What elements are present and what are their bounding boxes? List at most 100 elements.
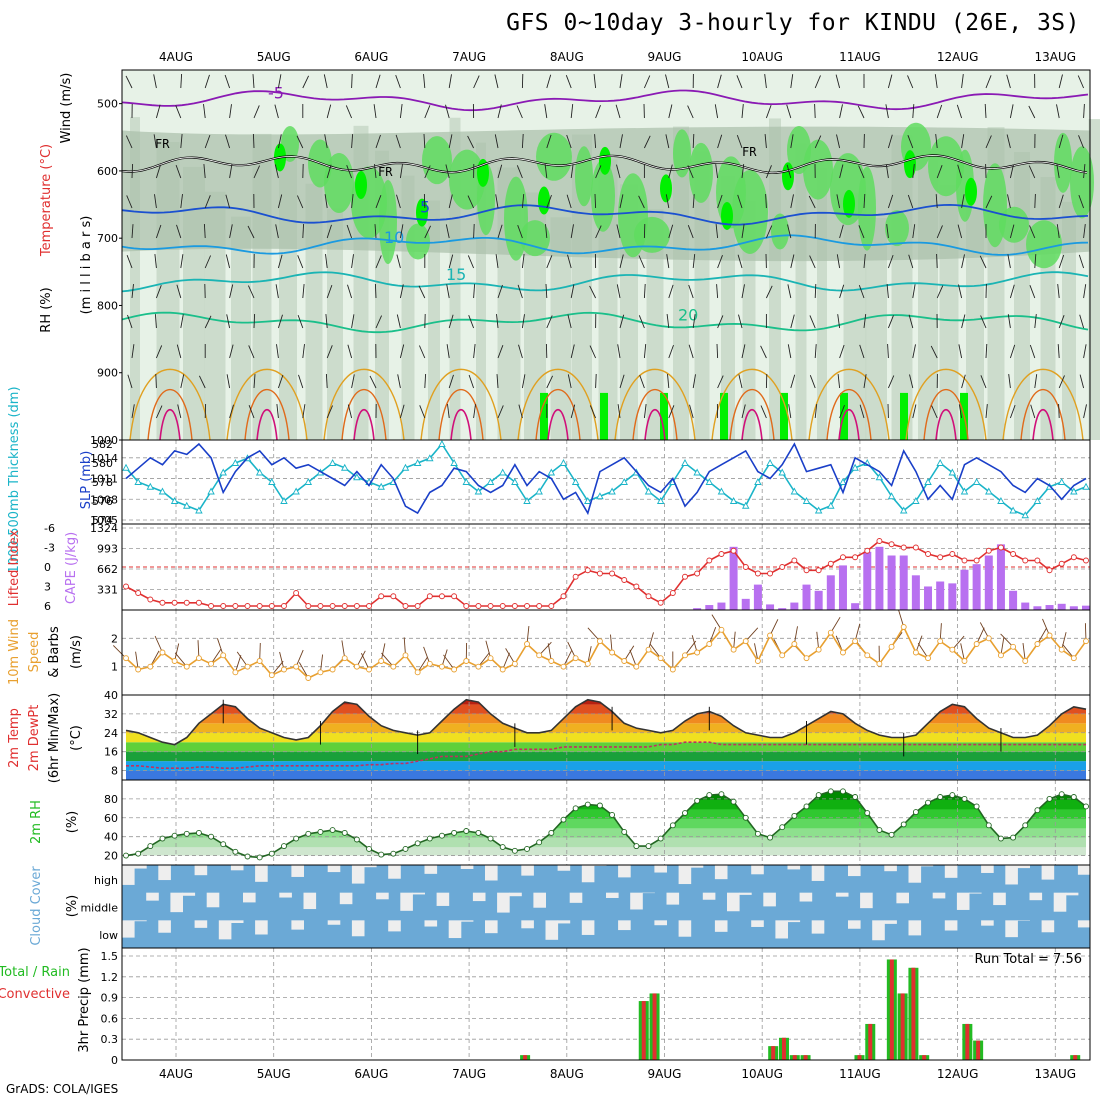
lifted-index-point <box>317 603 324 609</box>
wind-barb <box>958 344 963 359</box>
wind-barb <box>131 163 134 179</box>
wind-barb-10m <box>538 641 552 656</box>
wind-barb <box>495 254 499 269</box>
thickness-point <box>912 497 920 504</box>
cloud-gap <box>424 865 438 874</box>
cloud-gap <box>327 865 341 873</box>
rh-blob <box>422 136 452 185</box>
wind-barb <box>351 374 355 389</box>
wind-barb <box>177 404 182 419</box>
wind-barb <box>835 74 841 89</box>
thickness-point <box>207 487 215 495</box>
precip-conv-bar <box>792 1055 797 1060</box>
wind-barb <box>1058 74 1063 89</box>
wind-barb <box>643 75 651 89</box>
precip-tick: 0.3 <box>101 1033 119 1046</box>
rh-blob <box>449 149 485 210</box>
temp-band <box>126 761 1086 771</box>
wind-barb <box>180 374 185 389</box>
cape-bar <box>996 544 1005 610</box>
cloud-gap <box>618 865 631 878</box>
wind-barb <box>688 284 694 299</box>
wind-barb <box>961 314 966 329</box>
wind10m-panel: 12 <box>111 609 1090 695</box>
date-label-bottom: 7AUG <box>452 1067 486 1081</box>
isotherm-25 <box>226 368 308 441</box>
cape-bar <box>936 581 945 610</box>
wind-barb <box>908 314 914 329</box>
lifted-index-point <box>1010 551 1017 557</box>
wind-barb-10m <box>623 645 635 662</box>
wind-barb-10m <box>649 643 662 659</box>
wind-barb <box>858 284 865 299</box>
wind-barb <box>570 404 576 419</box>
thickness-point <box>450 459 458 466</box>
wind-barb <box>424 165 431 179</box>
wind-barb <box>687 225 694 239</box>
rh-band <box>126 798 1086 810</box>
wind-barb-10m <box>939 623 942 642</box>
wind-barb-10m <box>526 626 530 645</box>
precip-conv-bar <box>889 959 894 1060</box>
date-label-top: 10AUG <box>741 50 783 64</box>
rh-bands <box>122 780 1090 857</box>
cape-bar <box>1057 603 1066 610</box>
wind-barb <box>907 194 914 209</box>
rh-peak <box>355 171 367 200</box>
wind-barb <box>180 314 184 329</box>
rh2m-point <box>694 797 701 804</box>
temp-tick: 16 <box>104 746 118 759</box>
rh2m-point <box>730 798 737 805</box>
thickness-point <box>972 478 981 485</box>
rh2m-point <box>1070 794 1077 800</box>
wind-speed-point <box>281 666 287 673</box>
lifted-index-point <box>536 603 543 609</box>
wind-barb <box>961 254 965 269</box>
wind-barb <box>423 74 426 89</box>
lifted-index-point <box>390 593 397 600</box>
wind-barb <box>1056 104 1060 119</box>
wind-barb-10m <box>356 650 366 667</box>
wind-barb-10m <box>341 640 346 659</box>
wind-barb <box>1077 75 1085 89</box>
thickness-point <box>620 478 628 485</box>
wind-barb <box>375 315 383 329</box>
wind-barb <box>668 104 673 119</box>
lifted-index-point <box>596 570 603 577</box>
thickness-point <box>839 478 847 485</box>
rh2m-point <box>244 853 251 860</box>
cape-bar <box>960 569 969 610</box>
wind-barb <box>396 314 401 329</box>
wind-barb <box>814 404 818 419</box>
wind-barb <box>325 314 328 329</box>
lifted-index-point <box>281 603 287 609</box>
rh2m-point <box>268 850 275 857</box>
wind-barb <box>445 104 450 119</box>
cloud-gap <box>1041 920 1055 933</box>
rh2m-point <box>888 831 895 838</box>
rh-blob <box>858 166 876 251</box>
wind-barb <box>814 103 816 119</box>
rh-blob <box>379 180 397 265</box>
thickness-point <box>134 478 142 485</box>
wind-speed-axis-label: Speed <box>27 632 42 673</box>
wind-barb <box>395 74 401 89</box>
cloud-gap <box>714 920 728 932</box>
thickness-point <box>1009 506 1017 514</box>
wind-barb <box>814 135 822 149</box>
wind-barb <box>229 164 233 179</box>
isotherm-25 <box>614 368 696 441</box>
wind-barb <box>839 284 845 299</box>
wind-speed-point <box>997 652 1004 659</box>
wind-barb <box>155 405 163 419</box>
wind-barb <box>126 195 133 209</box>
lifted-tick: 0 <box>44 561 51 574</box>
cloud-gap <box>860 892 873 909</box>
wind-barb <box>717 134 723 149</box>
rh-band <box>122 780 1090 789</box>
wind-barb <box>692 133 695 149</box>
lifted-index-point <box>341 603 348 609</box>
wind-speed-point <box>341 655 348 662</box>
wind-barb <box>788 404 792 419</box>
cloud-gap <box>279 892 292 898</box>
